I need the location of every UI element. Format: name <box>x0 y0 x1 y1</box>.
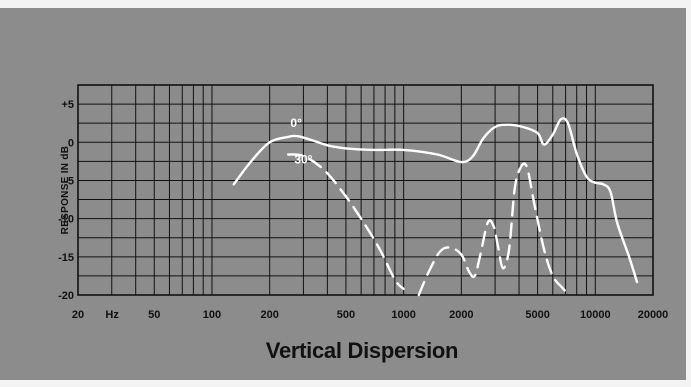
x-tick-label: 10000 <box>580 309 611 321</box>
x-tick-label: 200 <box>260 309 278 321</box>
frequency-response-chart: +5 0 -5 -10 -15 -20 20 50 100 200 500 1000 2000 5000 1… <box>0 8 686 380</box>
series-label-0-degree: 0° <box>290 116 302 130</box>
x-tick-label: 1000 <box>391 309 415 321</box>
plot-frame <box>77 84 654 296</box>
chart-panel: +5 0 -5 -10 -15 -20 20 50 100 200 500 1000 2000 5000 1… <box>0 8 686 380</box>
series-line-0-degree <box>232 117 639 284</box>
y-tick-label: +5 <box>61 99 74 111</box>
x-tick-label: 20000 <box>638 309 669 321</box>
y-tick-label: -15 <box>58 252 74 264</box>
series-line-30-degree <box>287 153 571 297</box>
chart-title: Vertical Dispersion <box>266 338 458 363</box>
y-tick-label: 0 <box>68 137 74 149</box>
x-tick-label: 5000 <box>525 309 549 321</box>
x-tick-label: 20 <box>72 309 84 321</box>
x-tick-label: 50 <box>148 309 160 321</box>
y-axis-label: RESPONSE IN dB <box>60 146 71 235</box>
x-tick-label: 500 <box>337 309 355 321</box>
y-tick-label: -20 <box>58 290 74 302</box>
x-tick-label: 2000 <box>449 309 473 321</box>
x-tick-label: 100 <box>203 309 221 321</box>
x-unit-label: Hz <box>105 309 119 321</box>
y-tick-label: -10 <box>58 214 74 226</box>
series-label-30-degree: 30° <box>294 153 312 167</box>
y-tick-label: -5 <box>64 175 74 187</box>
